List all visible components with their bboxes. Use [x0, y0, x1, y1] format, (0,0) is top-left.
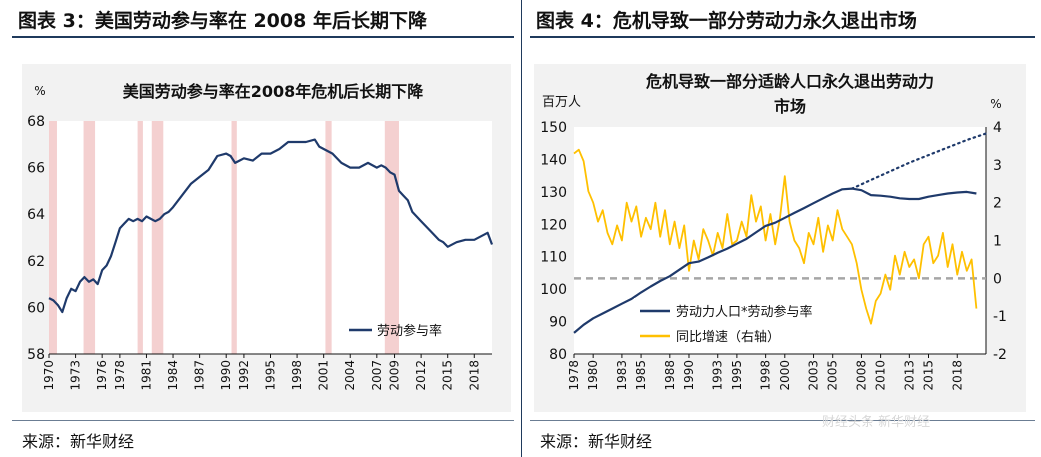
x-tick-label: 1995: [730, 360, 744, 391]
x-tick-label: 1970: [42, 360, 56, 391]
right-panel-header: 图表 4：危机导致一部分劳动力永久退出市场: [536, 10, 917, 32]
x-tick-label: 2015: [441, 360, 455, 391]
series-line-participation-rate: [48, 138, 494, 314]
x-tick-label: 2004: [343, 360, 357, 391]
x-tick-label: 2005: [826, 360, 840, 391]
x-tick-label: 1993: [711, 360, 725, 391]
x-tick-label: 2012: [414, 360, 428, 391]
left-y-tick-label: 140: [540, 152, 567, 168]
series-line-trend-extension: [850, 132, 988, 190]
series-line-labor-force: [573, 187, 977, 334]
recession-band: [49, 121, 57, 354]
y-tick-label: 60: [27, 300, 45, 316]
recession-band: [151, 121, 164, 354]
x-tick-label: 1988: [663, 360, 677, 391]
watermark-text: 财经头条 新华财经: [822, 415, 931, 430]
x-tick-label: 2003: [807, 360, 821, 391]
y-axis-unit: %: [34, 84, 45, 98]
recession-band: [384, 121, 399, 354]
x-tick-label: 1978: [113, 360, 127, 391]
left-y-tick-label: 80: [549, 347, 567, 363]
x-tick-label: 2009: [388, 360, 402, 391]
x-tick-label: 1992: [237, 360, 251, 391]
legend-label-labor-force: 劳动力人口*劳动参与率: [676, 304, 813, 320]
left-source-text: 来源：新华财经: [22, 432, 135, 451]
right-y-tick-label: 0: [993, 271, 1002, 287]
y-tick-label: 66: [27, 161, 45, 177]
legend-label-yoy-growth: 同比增速（右轴）: [676, 330, 780, 345]
chart-title-line-1: 危机导致一部分适龄人口永久退出劳动力: [646, 72, 934, 91]
right-y-tick-label: -1: [993, 309, 1007, 325]
panel-divider: [521, 0, 522, 457]
y-tick-label: 68: [27, 114, 45, 130]
x-tick-label: 2008: [854, 360, 868, 391]
y-tick-label: 64: [27, 207, 45, 223]
left-panel-header: 图表 3：美国劳动参与率在 2008 年后长期下降: [18, 10, 427, 32]
x-tick-label: 2018: [467, 360, 481, 391]
right-y-tick-label: 4: [993, 120, 1002, 136]
x-tick-label: 1998: [290, 360, 304, 391]
x-tick-label: 1980: [586, 360, 600, 391]
x-tick-label: 2013: [902, 360, 916, 391]
x-tick-label: 2001: [317, 360, 331, 391]
x-tick-label: 2000: [778, 360, 792, 391]
plot-area: [49, 121, 492, 354]
right-y-tick-label: -2: [993, 347, 1007, 363]
y-tick-label: 58: [27, 347, 45, 363]
x-tick-label: 1984: [166, 360, 180, 391]
recession-band: [325, 121, 332, 354]
x-tick-label: 2010: [874, 360, 888, 391]
left-axis-unit: 百万人: [542, 95, 581, 110]
right-y-tick-label: 2: [993, 196, 1002, 212]
left-header-rule: [12, 36, 514, 38]
left-y-tick-label: 100: [540, 282, 567, 298]
x-tick-label: 1995: [264, 360, 278, 391]
right-source-text: 来源：新华财经: [540, 432, 653, 451]
x-tick-label: 1998: [759, 360, 773, 391]
series-line-yoy-growth: [573, 148, 978, 325]
x-tick-label: 1976: [95, 360, 109, 391]
right-y-tick-label: 3: [993, 158, 1002, 174]
left-y-tick-label: 90: [549, 315, 567, 331]
x-tick-label: 1978: [567, 360, 581, 391]
left-y-tick-label: 120: [540, 217, 567, 233]
right-axis-unit: %: [990, 97, 1001, 111]
x-tick-label: 2018: [950, 360, 964, 391]
recession-band: [83, 121, 96, 354]
x-tick-label: 1987: [193, 360, 207, 391]
chart-title-line-2: 市场: [774, 97, 806, 116]
legend-box: [634, 298, 860, 350]
x-tick-label: 1990: [219, 360, 233, 391]
x-tick-label: 1973: [69, 360, 83, 391]
legend-label: 劳动参与率: [377, 323, 442, 339]
x-tick-label: 1981: [139, 360, 153, 391]
left-y-tick-label: 150: [540, 120, 567, 136]
chart-title: 美国劳动参与率在2008年危机后长期下降: [123, 82, 425, 101]
x-tick-label: 2015: [922, 360, 936, 391]
x-tick-label: 1985: [634, 360, 648, 391]
recession-band: [137, 121, 143, 354]
x-tick-label: 1990: [682, 360, 696, 391]
left-footer-rule: [12, 420, 514, 421]
right-y-tick-label: 1: [993, 234, 1002, 250]
left-y-tick-label: 110: [540, 250, 567, 266]
right-header-rule: [530, 36, 1035, 38]
left-chart: 美国劳动参与率在2008年危机后长期下降% 58 60 62 64 66 68 1970 197…: [27, 82, 494, 391]
right-footer-rule: [530, 420, 1035, 421]
left-y-tick-label: 130: [540, 185, 567, 201]
y-tick-label: 62: [27, 254, 45, 270]
x-tick-label: 2007: [370, 360, 384, 391]
x-tick-label: 1983: [615, 360, 629, 391]
recession-band: [231, 121, 237, 354]
